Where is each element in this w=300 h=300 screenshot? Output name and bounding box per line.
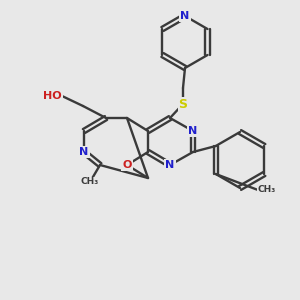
Text: N: N — [188, 126, 198, 136]
Text: CH₃: CH₃ — [81, 178, 99, 187]
Text: HO: HO — [44, 91, 62, 101]
Text: CH₃: CH₃ — [258, 185, 276, 194]
Text: N: N — [80, 147, 88, 157]
Text: S: S — [178, 98, 188, 110]
Text: O: O — [122, 160, 132, 170]
Text: N: N — [180, 11, 190, 21]
Text: N: N — [165, 160, 175, 170]
